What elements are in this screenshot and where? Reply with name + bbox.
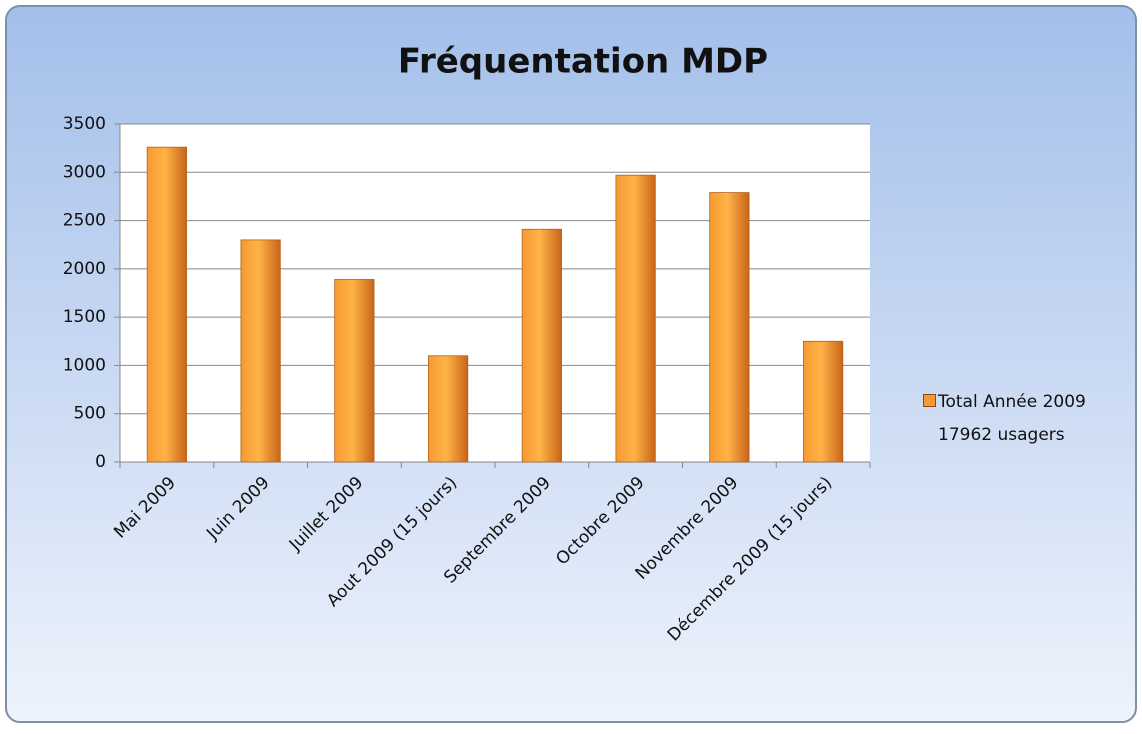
bar (709, 192, 750, 463)
legend-swatch (923, 394, 936, 407)
bar (240, 239, 281, 463)
y-tick-label: 500 (74, 404, 106, 424)
legend-label: Total Année 2009 17962 usagers (938, 392, 1086, 445)
bar (521, 228, 562, 463)
y-tick-label: 2000 (63, 259, 106, 279)
bar (803, 340, 844, 463)
bar (428, 355, 469, 463)
y-tick-label: 1500 (63, 307, 106, 327)
legend: Total Année 2009 17962 usagers (920, 386, 1086, 452)
chart-title: Fréquentation MDP (398, 42, 768, 82)
bar (615, 174, 656, 463)
y-tick-label: 0 (95, 452, 106, 472)
y-tick-label: 3500 (63, 114, 106, 134)
y-tick-label: 1000 (63, 355, 106, 375)
bar (146, 146, 187, 463)
y-tick-label: 3000 (63, 162, 106, 182)
y-tick-label: 2500 (63, 211, 106, 231)
plot-area (120, 124, 870, 462)
bar (334, 279, 375, 463)
